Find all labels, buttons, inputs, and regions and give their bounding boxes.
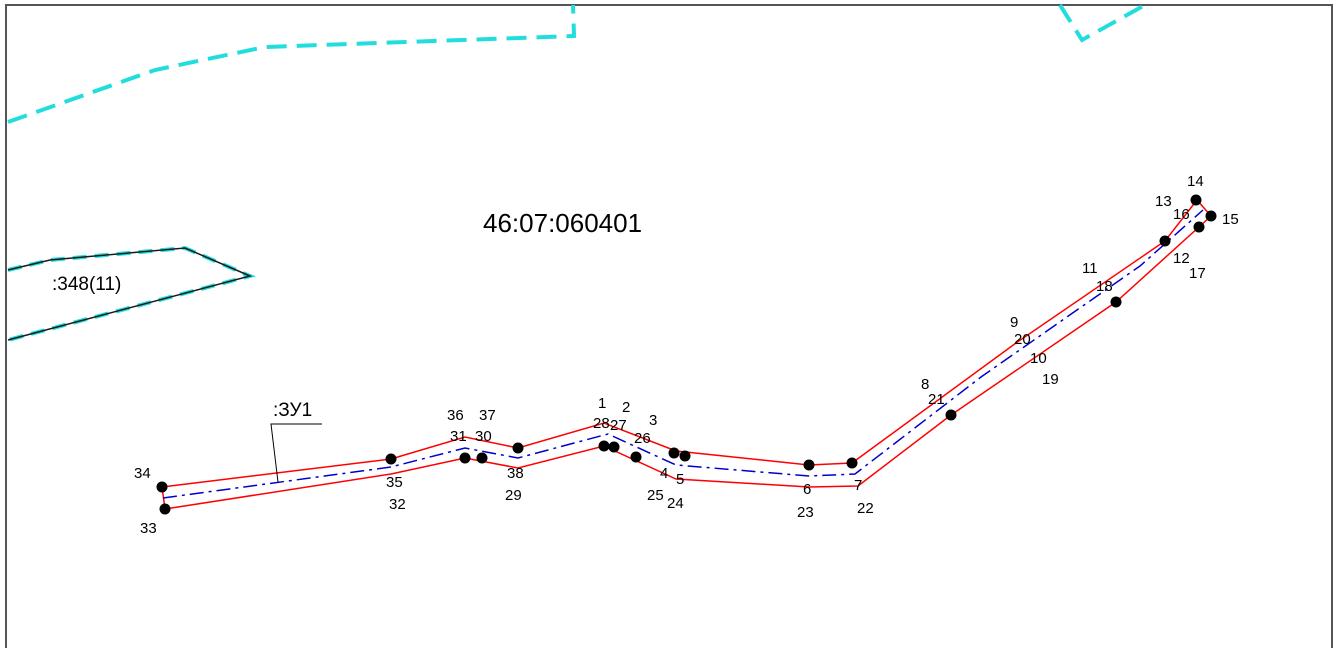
point-label: 20 [1014, 331, 1031, 348]
point-label: 32 [389, 496, 406, 513]
point-label: 7 [854, 477, 862, 494]
point-label: 9 [1010, 314, 1018, 331]
point-label: 29 [505, 487, 522, 504]
point-label: 34 [134, 465, 151, 482]
point-label: 38 [507, 465, 524, 482]
point-marker [1110, 296, 1122, 308]
point-marker [1159, 235, 1171, 247]
point-marker [630, 451, 642, 463]
point-marker [1193, 221, 1205, 233]
point-label: 6 [803, 481, 811, 498]
point-marker [608, 441, 620, 453]
point-label: 36 [447, 407, 464, 424]
point-marker [803, 459, 815, 471]
parcel-axis-line [162, 209, 1204, 499]
point-marker [156, 481, 168, 493]
new-parcel-boundary-lower [164, 215, 1212, 510]
point-label: 2 [622, 399, 630, 416]
quarter-boundary-top [7, 4, 577, 124]
point-label: 3 [649, 412, 657, 429]
point-label: 12 [1173, 250, 1190, 267]
point-label: 30 [475, 428, 492, 445]
new-parcel-label: :ЗУ1 [273, 400, 312, 421]
point-label: 15 [1222, 211, 1239, 228]
point-label: 11 [1082, 260, 1098, 277]
point-label: 35 [386, 474, 403, 491]
point-label: 25 [647, 487, 664, 504]
point-label: 28 [593, 415, 610, 432]
point-marker [385, 453, 397, 465]
point-marker [846, 457, 858, 469]
point-labels: 1 2 3 4 5 6 7 8 9 10 11 12 13 14 15 16 1… [134, 173, 1239, 537]
point-marker [1205, 210, 1217, 222]
point-marker [459, 452, 471, 464]
point-label: 1 [598, 395, 606, 412]
point-label: 23 [797, 504, 814, 521]
point-label: 13 [1155, 193, 1172, 210]
cadastral-quarter-label: 46:07:060401 [483, 208, 642, 238]
point-label: 37 [479, 407, 496, 424]
new-parcel-boundary-upper [161, 199, 1198, 488]
quarter-boundary-top-right [1058, 3, 1146, 43]
existing-parcel-outline [7, 247, 253, 341]
point-label: 10 [1030, 350, 1047, 367]
point-label: 24 [667, 495, 684, 512]
point-label: 31 [450, 428, 467, 445]
point-markers [156, 194, 1217, 515]
point-label: 33 [140, 520, 157, 537]
point-label: 26 [634, 430, 651, 447]
point-marker [679, 450, 691, 462]
map-border [5, 4, 1333, 648]
point-label: 21 [928, 391, 945, 408]
point-marker [1190, 194, 1202, 206]
point-label: 17 [1189, 265, 1206, 282]
point-label: 18 [1096, 278, 1113, 295]
point-marker [598, 440, 610, 452]
point-marker [159, 503, 171, 515]
point-label: 8 [921, 376, 929, 393]
point-label: 16 [1173, 206, 1190, 223]
point-label: 27 [610, 417, 627, 434]
point-label: 14 [1187, 173, 1204, 190]
existing-parcel-label: :348(11) [52, 274, 121, 295]
point-marker [512, 442, 524, 454]
point-marker [476, 452, 488, 464]
point-marker [668, 447, 680, 459]
point-marker [945, 409, 957, 421]
point-label: 5 [676, 471, 684, 488]
zu1-leader-line [270, 423, 322, 483]
point-label: 22 [857, 500, 874, 517]
point-label: 19 [1042, 371, 1059, 388]
point-label: 4 [660, 465, 668, 482]
